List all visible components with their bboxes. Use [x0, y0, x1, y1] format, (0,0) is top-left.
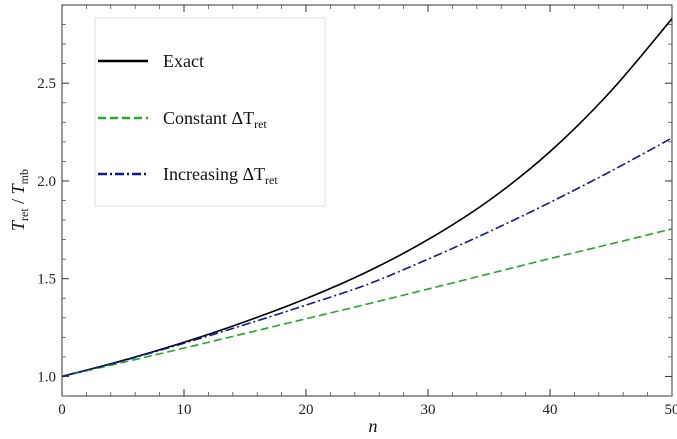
- axis-ticks: [61, 5, 673, 397]
- y-tick-label: 1.5: [37, 272, 56, 288]
- y-label-sub-1: ret: [17, 208, 31, 221]
- x-tick-label: 40: [543, 402, 558, 418]
- x-tick-label: 50: [665, 402, 677, 418]
- legend-label: Constant ΔT: [163, 108, 254, 128]
- legend-label: Increasing ΔT: [163, 164, 265, 184]
- y-tick-label: 2.5: [37, 76, 56, 92]
- y-label-sub-2: mb: [17, 169, 31, 184]
- legend-label-subscript: ret: [254, 117, 267, 131]
- y-tick-label: 1.0: [37, 369, 56, 385]
- y-tick-label: 2.0: [37, 174, 56, 190]
- y-label-sep: /: [8, 194, 28, 208]
- x-axis-label: n: [369, 416, 378, 436]
- series-lines: [61, 18, 673, 378]
- x-tick-label: 30: [421, 402, 436, 418]
- y-axis-label: Tret / Tmb: [8, 169, 31, 231]
- legend-item-exact: Exact: [163, 51, 204, 71]
- tick-labels: 0 10 20 30 40 50 1.0 1.5 2.0 2.5: [37, 76, 677, 418]
- legend-item-increasing: Increasing ΔTret: [163, 164, 278, 187]
- legend-label: Exact: [163, 51, 204, 71]
- series-constant-line: [61, 228, 673, 378]
- y-label-main-2: T: [8, 182, 28, 194]
- x-tick-label: 10: [177, 402, 192, 418]
- x-tick-label: 0: [58, 402, 66, 418]
- legend-item-constant: Constant ΔTret: [163, 108, 267, 131]
- series-exact-line: [61, 18, 673, 378]
- x-tick-label: 20: [299, 402, 314, 418]
- y-label-main-1: T: [8, 219, 28, 231]
- legend-label-subscript: ret: [265, 173, 278, 187]
